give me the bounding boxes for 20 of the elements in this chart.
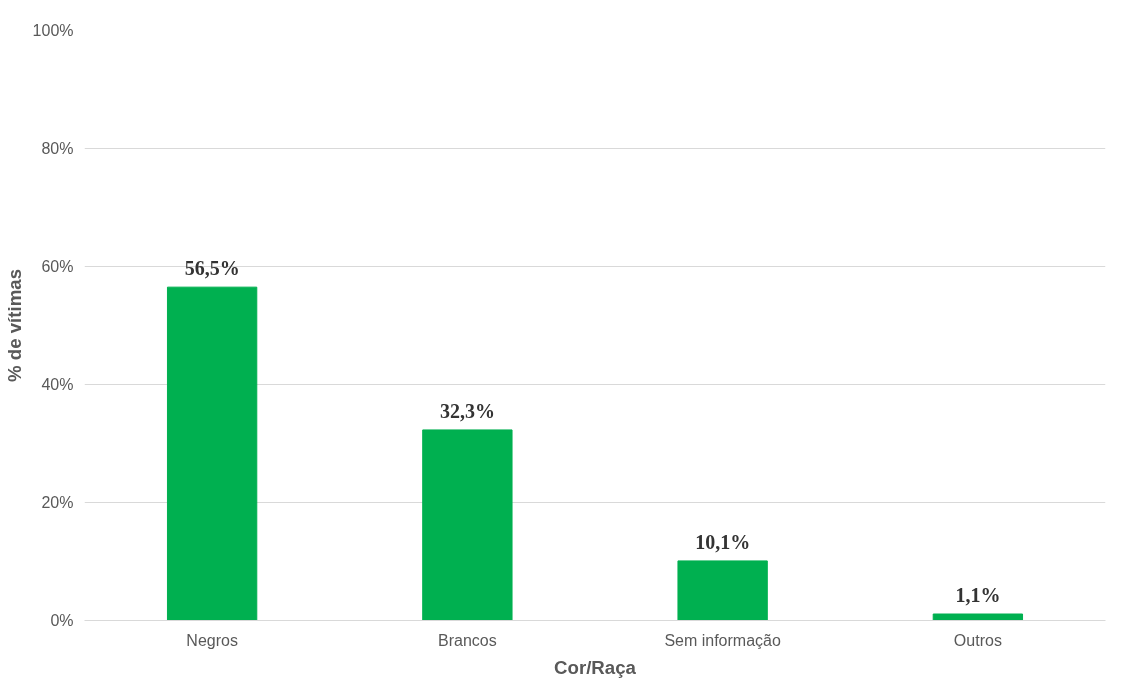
y-tick-label: 60% — [41, 258, 74, 275]
x-tick-label: Brancos — [438, 631, 497, 649]
y-tick-label: 100% — [32, 22, 74, 39]
y-tick-label: 0% — [50, 612, 74, 629]
bar — [422, 429, 513, 621]
y-axis-title: % de vítimas — [3, 268, 25, 383]
data-label: 32,3% — [439, 399, 495, 422]
x-axis-title: Cor/Raça — [554, 656, 637, 678]
x-tick-label: Outros — [953, 631, 1002, 649]
x-tick-label: Sem informação — [664, 631, 781, 649]
bar — [677, 560, 768, 621]
bar — [166, 286, 258, 621]
y-tick-label: 80% — [41, 140, 74, 157]
y-tick-label: 20% — [41, 494, 74, 511]
data-label: 56,5% — [184, 257, 240, 280]
x-tick-label: Negros — [186, 631, 238, 649]
data-label: 1,1% — [955, 584, 1001, 607]
bar — [932, 613, 1024, 621]
data-label: 10,1% — [695, 530, 751, 553]
y-tick-label: 40% — [41, 376, 74, 393]
